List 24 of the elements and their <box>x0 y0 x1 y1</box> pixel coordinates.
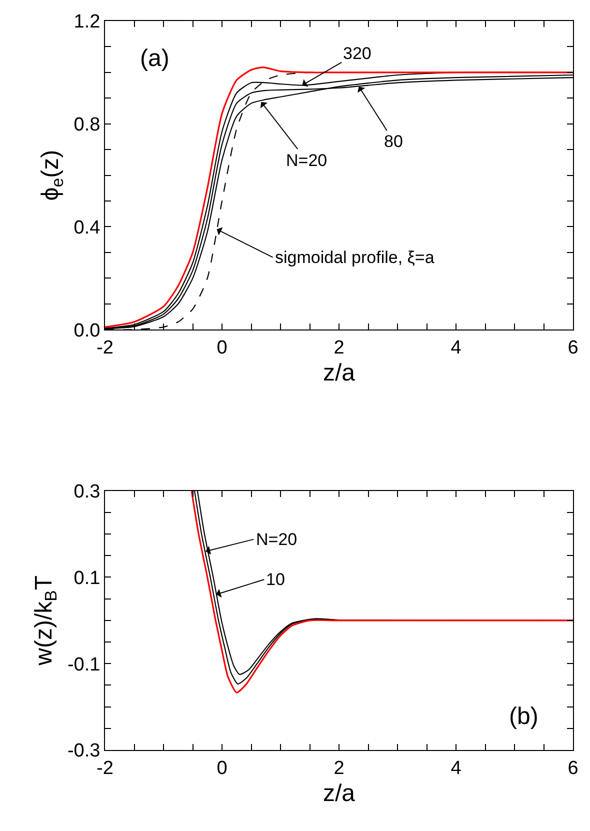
annotation: N=20 <box>256 530 298 549</box>
y-tick-label: 1.2 <box>74 12 100 33</box>
annotation: 80 <box>384 132 403 151</box>
y-tick-label: -0.1 <box>67 654 100 676</box>
x-tick-label: 6 <box>568 337 578 358</box>
x-tick-label: 2 <box>334 758 344 779</box>
annotation: sigmoidal profile, ξ=a <box>275 248 435 267</box>
annotation: 10 <box>266 570 285 589</box>
x-tick-label: 4 <box>450 337 462 358</box>
x-tick-label: 4 <box>450 758 462 779</box>
annotation: 320 <box>343 44 372 63</box>
x-axis-title: z/a <box>322 360 356 387</box>
y-tick-label: 0.1 <box>74 568 100 589</box>
annotation: N=20 <box>286 151 328 170</box>
y-tick-label: 0.3 <box>74 481 100 502</box>
x-tick-label: 2 <box>334 337 344 358</box>
x-tick-label: 0 <box>216 758 228 779</box>
y-tick-label: 0.4 <box>74 217 101 238</box>
x-axis-title: z/a <box>322 780 356 808</box>
annotation: (b) <box>509 703 538 730</box>
y-tick-label: 0.8 <box>74 114 100 136</box>
x-tick-label: 6 <box>568 758 578 779</box>
annotation: (a) <box>140 45 170 72</box>
x-tick-label: 0 <box>216 337 228 358</box>
